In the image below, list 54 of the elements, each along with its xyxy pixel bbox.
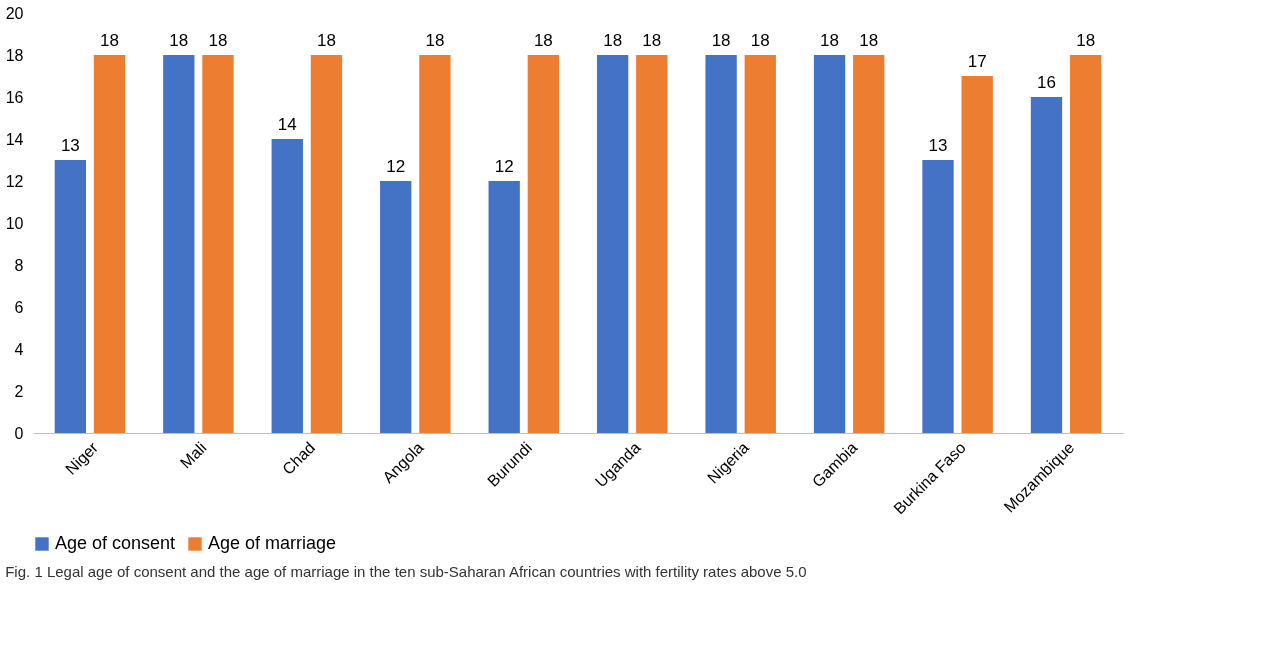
bar bbox=[419, 55, 451, 433]
y-tick-label: 12 bbox=[5, 172, 24, 190]
bar bbox=[54, 160, 87, 433]
data-label: 18 bbox=[711, 31, 731, 50]
bar bbox=[527, 55, 560, 433]
data-label: 13 bbox=[60, 136, 80, 155]
bar bbox=[380, 181, 412, 433]
bar bbox=[202, 55, 234, 433]
y-tick-label: 10 bbox=[5, 214, 24, 232]
bar bbox=[93, 55, 126, 433]
bar bbox=[271, 139, 303, 433]
bar bbox=[922, 160, 954, 433]
data-label: 12 bbox=[386, 157, 406, 176]
data-label: 18 bbox=[100, 31, 119, 50]
data-label: 16 bbox=[1037, 73, 1056, 92]
bar bbox=[163, 55, 195, 433]
data-label: 13 bbox=[928, 136, 948, 155]
data-label: 18 bbox=[316, 31, 336, 50]
data-label: 12 bbox=[494, 157, 514, 176]
bar bbox=[1030, 97, 1063, 433]
data-label: 18 bbox=[859, 31, 879, 50]
data-label: 18 bbox=[208, 31, 228, 50]
data-label: 17 bbox=[967, 52, 987, 71]
y-tick-label: 14 bbox=[5, 130, 24, 148]
bar bbox=[488, 181, 520, 433]
y-tick-label: 16 bbox=[5, 88, 24, 106]
data-label: 14 bbox=[277, 115, 297, 134]
y-tick-label: 6 bbox=[14, 298, 24, 316]
y-tick-label: 4 bbox=[14, 340, 24, 358]
y-tick-label: 18 bbox=[5, 46, 24, 64]
bar bbox=[961, 76, 993, 433]
bar bbox=[1069, 55, 1102, 433]
y-tick-label: 8 bbox=[14, 256, 24, 274]
y-tick-label: 2 bbox=[14, 382, 24, 400]
data-label: 18 bbox=[820, 31, 840, 50]
data-label: 18 bbox=[1076, 31, 1096, 50]
bar bbox=[705, 55, 737, 433]
bar bbox=[853, 55, 885, 433]
bar bbox=[596, 55, 629, 433]
y-tick-label: 20 bbox=[5, 4, 24, 22]
caption: Fig. 1 Legal age of consent and the age of marriage in the ten sub-Saharan African countries with fertility rates above 5.0 bbox=[5, 563, 807, 580]
bar bbox=[636, 55, 668, 433]
data-label: 18 bbox=[642, 31, 662, 50]
data-label: 18 bbox=[603, 31, 623, 50]
data-label: 18 bbox=[533, 31, 553, 50]
legend-label: Age of marriage bbox=[208, 533, 337, 553]
data-label: 18 bbox=[750, 31, 770, 50]
data-label: 18 bbox=[169, 31, 189, 50]
bar bbox=[310, 55, 343, 433]
bar bbox=[744, 55, 776, 433]
bar bbox=[813, 55, 846, 433]
data-label: 18 bbox=[425, 31, 445, 50]
legend-label: Age of consent bbox=[55, 533, 176, 553]
y-tick-label: 0 bbox=[14, 424, 24, 442]
